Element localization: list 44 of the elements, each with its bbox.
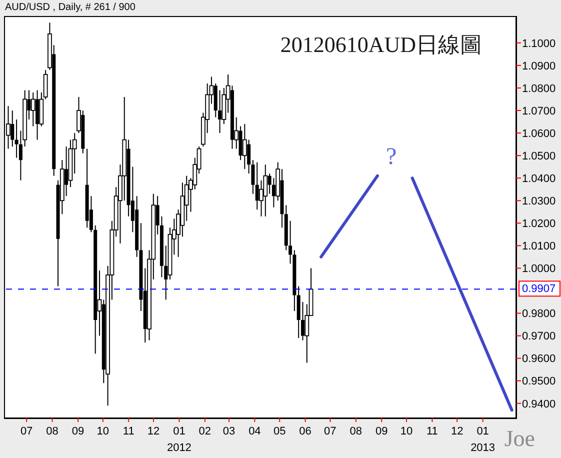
x-tick-label: 06	[299, 425, 312, 438]
y-tick-label: 1.0300	[522, 196, 556, 208]
candlestick	[30, 92, 36, 127]
x-tick-label: 01 2013	[470, 425, 496, 454]
chart-subtitle: AUD/USD , Daily, # 261 / 900	[5, 2, 136, 14]
text: 20120610AUD日線圖	[280, 32, 482, 58]
x-tick-label: 11	[122, 425, 134, 438]
x-tick-label: 12	[147, 425, 160, 438]
x-tick-label: 09	[72, 425, 84, 438]
y-tick-label: 1.0800	[522, 82, 556, 95]
y-tick-label: 0.9800	[522, 308, 556, 320]
x-tick-label: 07	[20, 425, 33, 438]
y-tick-label: 1.0200	[522, 218, 556, 230]
y-tick-label: 1.0700	[522, 105, 556, 118]
y-tick-label: 0.9600	[522, 353, 556, 366]
candlestick	[242, 124, 247, 170]
text: Joe	[504, 426, 535, 452]
x-tick-label: 01 2012	[166, 425, 192, 454]
y-tick-label: 1.0900	[522, 60, 556, 72]
x-tick-label: 02	[198, 425, 212, 438]
annotation: ?	[386, 144, 397, 170]
y-tick-label: 1.0100	[522, 240, 556, 253]
y-tick-label: 1.0400	[522, 172, 556, 185]
x-tick-label: 03	[222, 425, 236, 438]
y-tick-label: 0.9400	[522, 398, 556, 410]
x-tick-label: 12	[450, 425, 464, 438]
y-tick-label: 0.9500	[522, 376, 556, 388]
candlestick	[218, 90, 222, 134]
x-tick-label: 04	[248, 425, 261, 438]
y-tick-label: 1.0600	[522, 128, 556, 140]
x-tick-label: 09	[375, 425, 388, 438]
x-tick-label: 07	[324, 425, 336, 438]
candlestick	[263, 164, 268, 217]
x-tick-label: 10	[96, 425, 110, 438]
y-tick-label: 0.9700	[522, 330, 556, 343]
y-tick-label: 1.0000	[522, 263, 556, 276]
x-tick-label: 08	[350, 425, 362, 438]
x-tick-label: 08	[46, 425, 58, 438]
y-tick-label: 1.1000	[522, 38, 556, 50]
y-tick-label: 1.0500	[522, 150, 556, 162]
x-tick-label: 05	[273, 425, 286, 438]
x-tick-label: 11	[426, 425, 438, 438]
ref-line-label: 0.9907	[522, 283, 556, 296]
x-tick-label: 10	[400, 425, 413, 438]
